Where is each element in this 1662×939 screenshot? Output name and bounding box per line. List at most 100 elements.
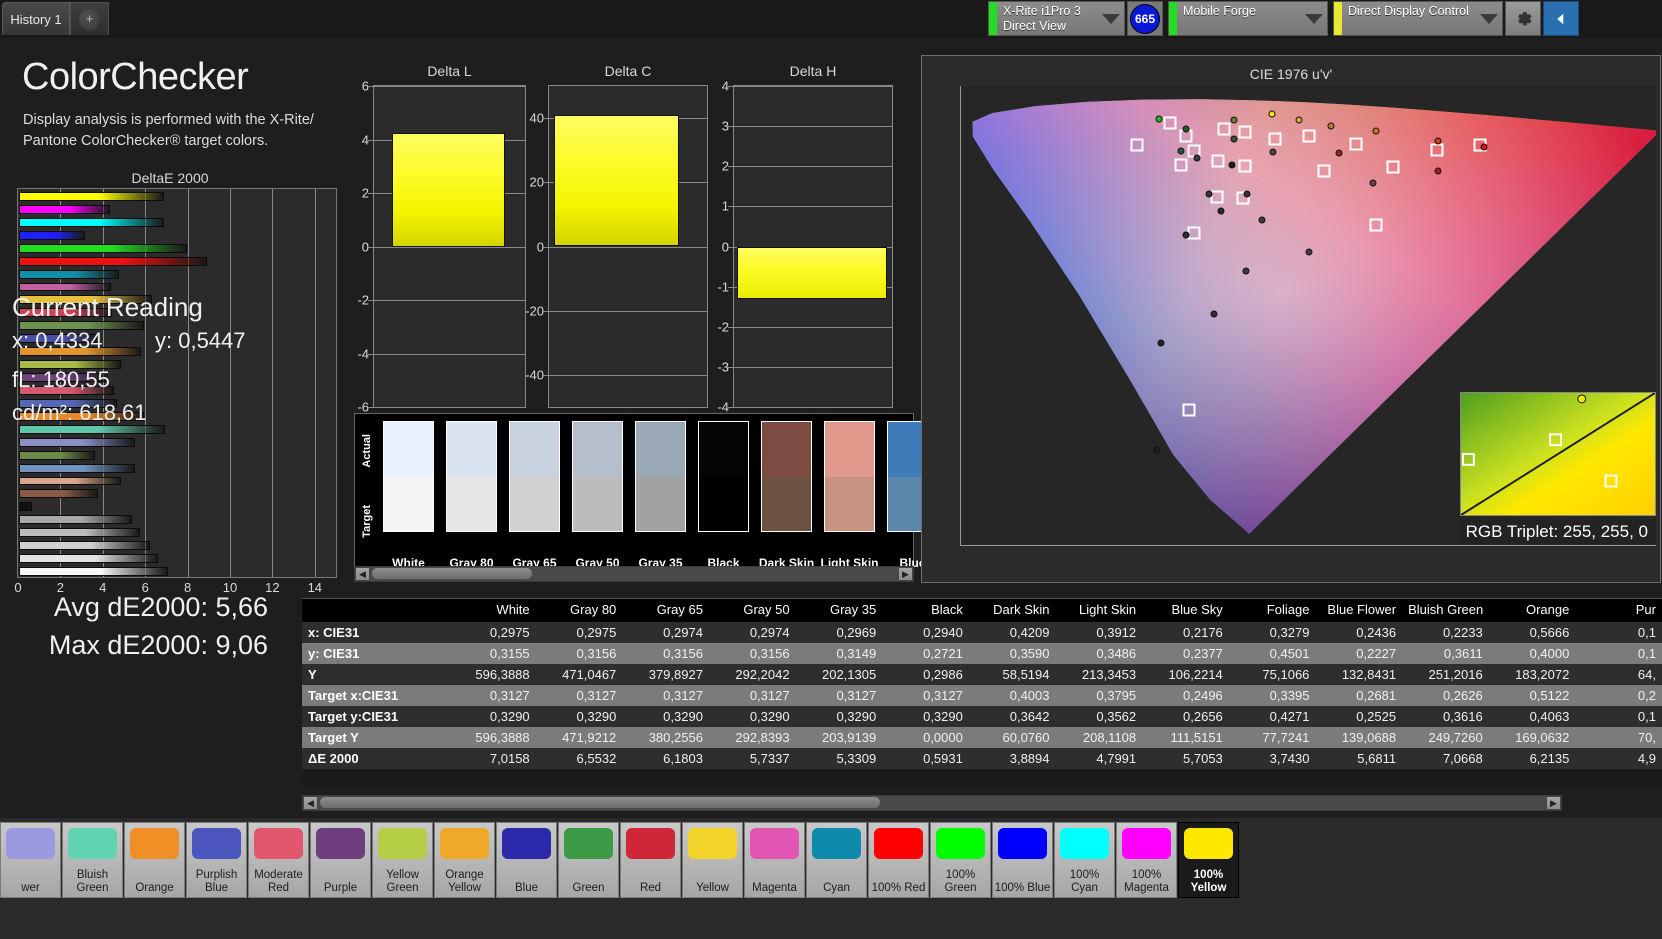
swatch-cells: White Gray 80 Gray 65 Gray 50 Gray 35 Black Da… — [377, 417, 938, 580]
table-cell: 0,2525 — [1356, 709, 1397, 724]
patch-chip[interactable]: Moderate Red — [248, 822, 309, 898]
scroll-left-icon[interactable]: ◀ — [355, 567, 370, 581]
patch-chip[interactable]: 100% Magenta — [1116, 822, 1177, 898]
chevron-down-icon[interactable] — [1476, 2, 1502, 35]
patch-chip[interactable]: Yellow Green — [372, 822, 433, 898]
patch-chip-label: Orange Yellow — [445, 869, 484, 894]
patch-chip[interactable]: Orange — [124, 822, 185, 898]
patch-chip[interactable]: Bluish Green — [62, 822, 123, 898]
patch-chip[interactable]: Orange Yellow — [434, 822, 495, 898]
table-cell: 60,0760 — [1002, 730, 1050, 745]
patch-chip[interactable]: Yellow — [682, 822, 743, 898]
scroll-right-icon[interactable]: ▶ — [898, 567, 913, 581]
cie-1976-panel: CIE 1976 u'v' 00,050,10,150,20,250,30,35… — [921, 55, 1661, 583]
table-cell: 0,2974 — [749, 625, 790, 640]
table-cell: 0,1 — [1637, 625, 1656, 640]
chevron-left-icon[interactable] — [1543, 1, 1579, 36]
swatch-cell[interactable]: Gray 80 — [440, 417, 503, 580]
swatch-box — [572, 421, 623, 532]
patch-chip-label: wer — [21, 882, 40, 894]
gear-icon[interactable] — [1505, 1, 1541, 36]
axis-tick-label: 6 — [361, 78, 369, 94]
source-selector[interactable]: Mobile Forge — [1168, 1, 1328, 36]
swatch-cell[interactable]: Gray 35 — [629, 417, 692, 580]
reading-cdm2: cd/m²: 618,61 — [12, 400, 147, 425]
swatch-cell[interactable]: Black — [692, 417, 755, 580]
add-tab-button[interactable]: + — [70, 2, 109, 35]
deltae-tick-label: 6 — [141, 580, 149, 595]
table-cell: 0,2233 — [1442, 625, 1483, 640]
deltae-tick-label: 2 — [56, 580, 65, 595]
scroll-right-icon[interactable]: ▶ — [1546, 796, 1561, 810]
table-cell: 7,0158 — [489, 751, 530, 766]
patch-chip-color — [998, 828, 1047, 859]
display-control-selector[interactable]: Direct Display Control — [1333, 1, 1503, 36]
patch-chip-label: 100% Yellow — [1190, 869, 1227, 894]
table-cell: 0,2656 — [1183, 709, 1223, 724]
gridline — [374, 86, 525, 87]
patch-chip-strip: wer Bluish Green Orange Purplish Blue Modera… — [0, 822, 1240, 898]
swatch-cell[interactable]: Dark Skin — [755, 417, 818, 580]
chevron-down-icon[interactable] — [1098, 2, 1124, 35]
table-cell: 0,5666 — [1529, 625, 1570, 640]
gridline — [734, 126, 892, 128]
axis-tick-label: 20 — [529, 174, 544, 190]
swatch-box — [761, 421, 812, 532]
patch-chip-color — [750, 828, 799, 859]
cie-target-marker — [1187, 226, 1201, 240]
table-body: x: CIE31 0,2975 0,2975 0,2974 0,2974 0,2969 0,… — [302, 622, 1662, 769]
table-cell: 0,3290 — [836, 709, 877, 724]
patch-chip-color — [130, 828, 179, 859]
patch-chip[interactable]: Red — [620, 822, 681, 898]
table-hscrollbar-bottom[interactable]: ◀ ▶ — [302, 795, 1562, 811]
table-column-header: Gray 35 — [795, 599, 883, 622]
gridline — [374, 407, 525, 408]
scrollbar-track[interactable] — [370, 567, 898, 581]
control-name: Direct Display Control — [1348, 4, 1469, 18]
patch-chip[interactable]: 100% Red — [868, 822, 929, 898]
table-row: Y 596,3888 471,0467 379,8927 292,2042 202,130… — [302, 664, 1662, 685]
measurement-table-grid: White Gray 80 Gray 65 Gray 50 Gray 35 Black Da… — [302, 599, 1662, 769]
patch-chip[interactable]: 100% Yellow — [1178, 822, 1239, 898]
cie-measured-point — [1434, 167, 1442, 175]
patch-chip[interactable]: Purple — [310, 822, 371, 898]
swatch-hscrollbar[interactable]: ◀ ▶ — [354, 566, 914, 582]
patch-chip-color — [316, 828, 365, 859]
cie-measured-point — [1258, 216, 1266, 224]
axis-tick-label: -3 — [717, 359, 729, 375]
patch-chip[interactable]: Green — [558, 822, 619, 898]
cie-measured-point — [1480, 143, 1488, 151]
table-cell: 596,3888 — [475, 667, 530, 682]
table-cell: 132,8431 — [1341, 667, 1397, 682]
table-cell: 64, — [1637, 667, 1656, 682]
scrollbar-thumb[interactable] — [320, 797, 880, 808]
swatch-target — [825, 476, 874, 531]
deltae-bar — [19, 334, 100, 344]
patch-chip[interactable]: Blue — [496, 822, 557, 898]
swatch-cell[interactable]: Gray 50 — [566, 417, 629, 580]
axis-tick-label: 0 — [721, 239, 729, 254]
scroll-left-icon[interactable]: ◀ — [303, 796, 318, 810]
chevron-down-icon[interactable] — [1301, 2, 1327, 35]
patch-chip[interactable]: 100% Cyan — [1054, 822, 1115, 898]
patch-chip[interactable]: 100% Green — [930, 822, 991, 898]
swatch-cell[interactable]: Gray 65 — [503, 417, 566, 580]
patch-chip-label: Red — [639, 882, 662, 894]
table-cell: 202,1305 — [821, 667, 877, 682]
patch-chip[interactable]: Cyan — [806, 822, 867, 898]
tab-history-1[interactable]: History 1 — [2, 2, 70, 35]
patch-chip[interactable]: 100% Blue — [992, 822, 1053, 898]
patch-chip[interactable]: Purplish Blue — [186, 822, 247, 898]
gridline — [734, 407, 892, 408]
patch-chip[interactable]: Magenta — [744, 822, 805, 898]
table-cell: 0,3642 — [1009, 709, 1050, 724]
scrollbar-track[interactable] — [318, 796, 1546, 810]
meter-selector[interactable]: X-Rite i1Pro 3 Direct View — [988, 1, 1125, 36]
swatch-cell[interactable]: Light Skin — [818, 417, 881, 580]
scrollbar-thumb[interactable] — [372, 568, 532, 579]
swatch-cell[interactable]: White — [377, 417, 440, 580]
gridline — [734, 166, 892, 168]
colorchecker-left-panel: ColorChecker Display analysis is perform… — [0, 40, 337, 815]
gridline — [734, 86, 892, 87]
patch-chip[interactable]: wer — [0, 822, 61, 898]
